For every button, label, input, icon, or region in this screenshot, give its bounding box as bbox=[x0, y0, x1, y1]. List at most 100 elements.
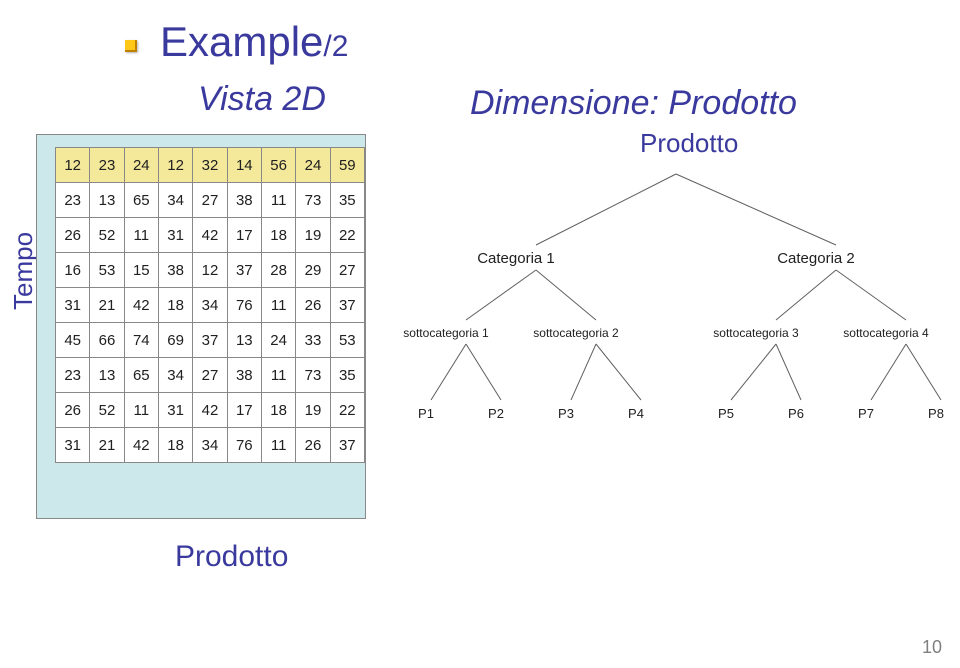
grid-cell: 16 bbox=[56, 253, 90, 288]
grid-cell: 13 bbox=[227, 323, 261, 358]
grid-cell: 23 bbox=[56, 358, 90, 393]
grid-cell: 24 bbox=[124, 148, 158, 183]
hierarchy-tree: Categoria 1 Categoria 2 sottocategoria 1 so… bbox=[396, 150, 956, 430]
grid-cell: 18 bbox=[261, 218, 295, 253]
grid-cell: 38 bbox=[227, 358, 261, 393]
grid-cell: 18 bbox=[261, 393, 295, 428]
grid-cell: 56 bbox=[261, 148, 295, 183]
grid-cell: 15 bbox=[124, 253, 158, 288]
grid-cell: 74 bbox=[124, 323, 158, 358]
data-grid-container: 1223241232145624592313653427381173352652… bbox=[36, 134, 366, 519]
tree-edges bbox=[396, 150, 956, 430]
grid-cell: 21 bbox=[90, 428, 124, 463]
grid-cell: 37 bbox=[193, 323, 227, 358]
grid-cell: 29 bbox=[296, 253, 330, 288]
grid-cell: 19 bbox=[296, 393, 330, 428]
grid-cell: 52 bbox=[90, 393, 124, 428]
grid-cell: 52 bbox=[90, 218, 124, 253]
grid-cell: 17 bbox=[227, 218, 261, 253]
grid-cell: 31 bbox=[158, 393, 192, 428]
grid-cell: 12 bbox=[193, 253, 227, 288]
grid-cell: 32 bbox=[193, 148, 227, 183]
grid-cell: 18 bbox=[158, 428, 192, 463]
grid-cell: 23 bbox=[90, 148, 124, 183]
grid-cell: 19 bbox=[296, 218, 330, 253]
grid-cell: 38 bbox=[227, 183, 261, 218]
grid-cell: 18 bbox=[158, 288, 192, 323]
grid-cell: 35 bbox=[330, 183, 364, 218]
grid-cell: 14 bbox=[227, 148, 261, 183]
grid-cell: 11 bbox=[261, 288, 295, 323]
grid-cell: 65 bbox=[124, 183, 158, 218]
grid-cell: 28 bbox=[261, 253, 295, 288]
grid-cell: 12 bbox=[56, 148, 90, 183]
grid-cell: 34 bbox=[158, 183, 192, 218]
grid-cell: 37 bbox=[330, 288, 364, 323]
grid-cell: 45 bbox=[56, 323, 90, 358]
grid-cell: 34 bbox=[158, 358, 192, 393]
grid-cell: 31 bbox=[158, 218, 192, 253]
grid-cell: 73 bbox=[296, 183, 330, 218]
grid-cell: 24 bbox=[296, 148, 330, 183]
grid-cell: 27 bbox=[193, 183, 227, 218]
grid-cell: 27 bbox=[193, 358, 227, 393]
grid-cell: 11 bbox=[124, 218, 158, 253]
grid-cell: 11 bbox=[261, 358, 295, 393]
x-axis-label: Prodotto bbox=[175, 540, 288, 574]
title-main: Example bbox=[160, 18, 323, 65]
grid-cell: 53 bbox=[90, 253, 124, 288]
grid-cell: 66 bbox=[90, 323, 124, 358]
grid-cell: 38 bbox=[158, 253, 192, 288]
grid-cell: 31 bbox=[56, 428, 90, 463]
grid-cell: 65 bbox=[124, 358, 158, 393]
tree-category: Categoria 1 bbox=[466, 250, 566, 267]
tree-subcategory: sottocategoria 2 bbox=[526, 326, 626, 340]
grid-cell: 37 bbox=[330, 428, 364, 463]
grid-cell: 22 bbox=[330, 393, 364, 428]
grid-cell: 12 bbox=[158, 148, 192, 183]
tree-subcategory: sottocategoria 4 bbox=[836, 326, 936, 340]
grid-cell: 31 bbox=[56, 288, 90, 323]
grid-cell: 17 bbox=[227, 393, 261, 428]
grid-cell: 37 bbox=[227, 253, 261, 288]
grid-cell: 26 bbox=[296, 428, 330, 463]
grid-cell: 22 bbox=[330, 218, 364, 253]
grid-cell: 13 bbox=[90, 358, 124, 393]
grid-cell: 26 bbox=[296, 288, 330, 323]
grid-cell: 11 bbox=[261, 428, 295, 463]
grid-cell: 33 bbox=[296, 323, 330, 358]
title-bullet bbox=[125, 40, 137, 52]
grid-cell: 69 bbox=[158, 323, 192, 358]
grid-cell: 24 bbox=[261, 323, 295, 358]
tree-leaf: P8 bbox=[886, 406, 960, 421]
grid-cell: 42 bbox=[193, 393, 227, 428]
grid-cell: 76 bbox=[227, 288, 261, 323]
grid-cell: 11 bbox=[124, 393, 158, 428]
grid-cell: 27 bbox=[330, 253, 364, 288]
grid-cell: 42 bbox=[124, 428, 158, 463]
grid-cell: 42 bbox=[193, 218, 227, 253]
grid-cell: 34 bbox=[193, 428, 227, 463]
grid-cell: 73 bbox=[296, 358, 330, 393]
grid-cell: 21 bbox=[90, 288, 124, 323]
tree-subcategory: sottocategoria 1 bbox=[396, 326, 496, 340]
grid-cell: 11 bbox=[261, 183, 295, 218]
grid-cell: 13 bbox=[90, 183, 124, 218]
grid-cell: 26 bbox=[56, 393, 90, 428]
tree-leaf: P4 bbox=[586, 406, 686, 421]
grid-cell: 23 bbox=[56, 183, 90, 218]
grid-cell: 42 bbox=[124, 288, 158, 323]
grid-cell: 26 bbox=[56, 218, 90, 253]
page-number: 10 bbox=[922, 637, 942, 658]
grid-cell: 59 bbox=[330, 148, 364, 183]
grid-cell: 53 bbox=[330, 323, 364, 358]
title-fraction: /2 bbox=[323, 30, 348, 63]
tree-category: Categoria 2 bbox=[766, 250, 866, 267]
grid-cell: 76 bbox=[227, 428, 261, 463]
grid-cell: 35 bbox=[330, 358, 364, 393]
slide-title: Example/2 bbox=[160, 18, 348, 66]
dimension-title: Dimensione: Prodotto bbox=[470, 84, 797, 123]
grid-cell: 34 bbox=[193, 288, 227, 323]
data-grid: 1223241232145624592313653427381173352652… bbox=[55, 147, 365, 463]
y-axis-label: Tempo bbox=[8, 232, 39, 310]
